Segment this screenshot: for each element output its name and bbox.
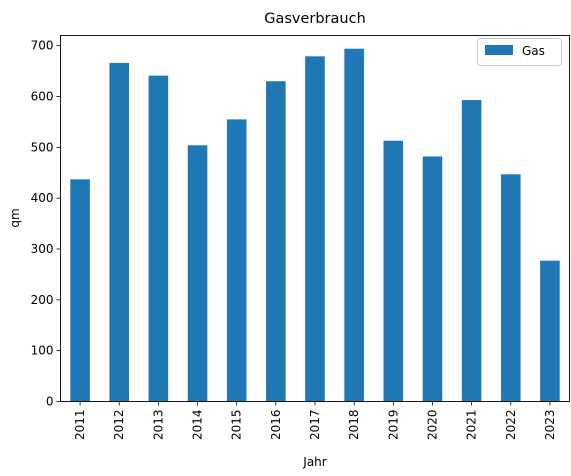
bar-2014 bbox=[187, 145, 208, 402]
x-tick-label: 2013 bbox=[151, 410, 165, 441]
bar-2022 bbox=[500, 174, 521, 402]
x-tick-label: 2022 bbox=[504, 410, 518, 441]
x-tick-label: 2011 bbox=[73, 410, 87, 441]
y-tick-label: 0 bbox=[46, 395, 54, 409]
bar-2011 bbox=[70, 179, 90, 402]
x-tick-label: 2018 bbox=[347, 410, 361, 441]
bar-2023 bbox=[540, 260, 560, 402]
x-tick-label: 2021 bbox=[465, 410, 479, 441]
legend-swatch-gas bbox=[485, 45, 513, 55]
chart-title: Gasverbrauch bbox=[264, 11, 366, 27]
bar-2020 bbox=[422, 156, 443, 402]
y-tick-label: 400 bbox=[31, 191, 54, 205]
x-tick-label: 2019 bbox=[386, 410, 400, 441]
x-axis-label: Jahr bbox=[302, 455, 326, 469]
legend-label-gas: Gas bbox=[522, 44, 545, 58]
x-tick-label: 2014 bbox=[191, 410, 205, 441]
x-tick-label: 2015 bbox=[230, 410, 244, 441]
x-tick-label: 2017 bbox=[308, 410, 322, 441]
bar-2015 bbox=[226, 119, 247, 402]
bar-2021 bbox=[461, 100, 482, 402]
bar-2017 bbox=[305, 56, 325, 402]
y-tick-label: 700 bbox=[31, 39, 54, 53]
y-axis-label: qm bbox=[8, 208, 22, 227]
y-tick-label: 300 bbox=[31, 242, 54, 256]
bar-2013 bbox=[148, 75, 169, 402]
bar-2016 bbox=[266, 81, 286, 402]
y-tick-label: 200 bbox=[31, 293, 54, 307]
legend: Gas bbox=[477, 38, 562, 66]
plot-area-frame bbox=[60, 35, 570, 402]
y-tick-label: 600 bbox=[31, 90, 54, 104]
y-tick-label: 100 bbox=[31, 344, 54, 358]
x-tick-label: 2023 bbox=[543, 410, 557, 441]
x-tick-label: 2012 bbox=[112, 410, 126, 441]
x-tick-label: 2016 bbox=[269, 410, 283, 441]
x-tick-label: 2020 bbox=[425, 410, 439, 441]
bar-2019 bbox=[383, 140, 404, 402]
x-tick-group: 2011 2012 2013 2014 2015 2016 2017 2018 2019 2020… bbox=[73, 401, 557, 441]
bar-2018 bbox=[344, 48, 364, 402]
bars-group bbox=[70, 48, 560, 402]
y-tick-label: 500 bbox=[31, 140, 54, 154]
bar-2012 bbox=[109, 62, 130, 402]
y-tick-group: 0 100 200 300 400 500 600 700 bbox=[31, 39, 61, 409]
